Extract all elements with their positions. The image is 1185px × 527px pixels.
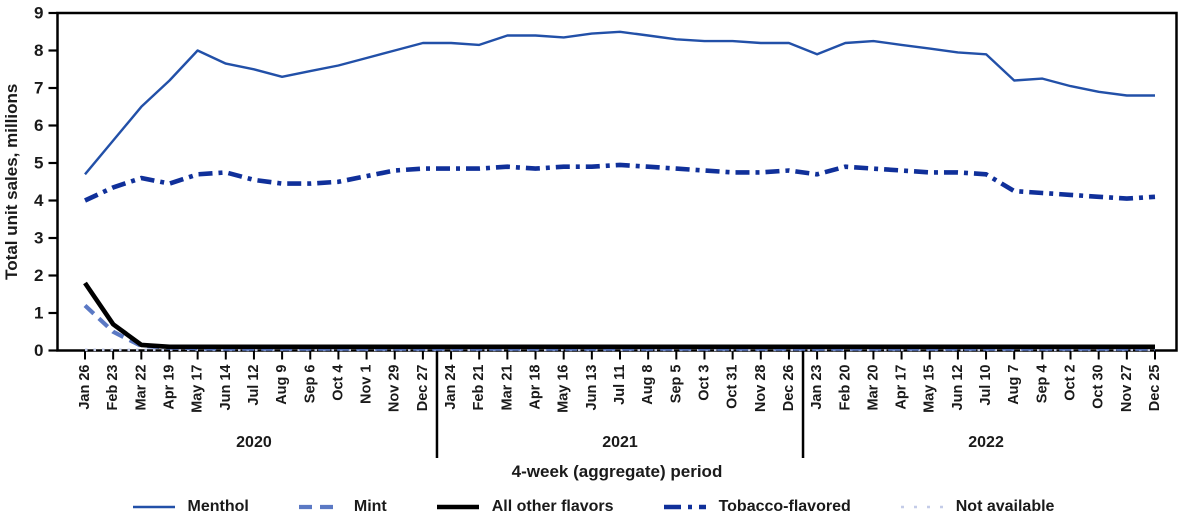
legend-label-all-other-flavors: All other flavors — [491, 498, 614, 515]
legend-item-menthol: Menthol — [131, 498, 249, 516]
legend-item-all-other-flavors: All other flavors — [435, 498, 614, 516]
series-line-menthol — [84, 30, 1155, 176]
year-label-2020: 2020 — [236, 434, 272, 451]
tobacco-flavored-line-swatch — [663, 504, 706, 510]
x-tick-label: Jun 13 — [584, 365, 600, 411]
y-tick-label: 5 — [34, 154, 43, 173]
x-tick-label: Nov 27 — [1119, 365, 1135, 413]
x-tick-label: Oct 3 — [696, 365, 712, 401]
y-axis-title: Total unit sales, millions — [2, 84, 21, 280]
x-tick-label: Dec 26 — [781, 365, 797, 412]
x-tick-label: Feb 23 — [105, 365, 121, 411]
menthol-line-swatch — [132, 505, 175, 509]
year-label-2022: 2022 — [968, 434, 1004, 451]
legend-label-not-available: Not available — [955, 498, 1055, 515]
x-tick-label: Feb 20 — [837, 365, 853, 411]
plot-frame — [56, 11, 1178, 352]
x-tick-label: Dec 27 — [415, 365, 431, 412]
all-other-flavors-line-swatch — [436, 504, 479, 510]
x-tick-label: Sep 6 — [302, 365, 318, 404]
legend-label-mint: Mint — [353, 498, 387, 515]
x-tick-label: Feb 21 — [471, 365, 487, 411]
x-tick-label: Jun 12 — [950, 365, 966, 411]
x-tick-label: Aug 8 — [640, 365, 656, 405]
legend-label-menthol: Menthol — [187, 498, 249, 515]
chart-canvas: 0 1 2 3 4 5 6 7 8 9 Jan 26 Feb 23 Mar 22 Apr 19 May 17… — [2, 4, 1178, 481]
y-tick-label: 1 — [34, 304, 43, 323]
x-tick-label: Jan 24 — [443, 365, 459, 410]
y-tick-label: 9 — [34, 4, 43, 23]
x-tick-label: Aug 9 — [274, 365, 290, 405]
x-tick-label: May 16 — [556, 365, 572, 413]
legend-label-tobacco-flavored: Tobacco-flavored — [718, 498, 851, 515]
series-line-tobacco-flavored — [84, 162, 1156, 203]
y-tick-label: 4 — [34, 191, 44, 210]
y-tick-label: 8 — [34, 41, 43, 60]
chart-legend: Menthol Mint All other flavors Tobacco-f… — [0, 487, 1185, 527]
not-available-line-swatch — [900, 505, 943, 509]
x-tick-label: Jul 10 — [978, 365, 994, 406]
x-tick-label: Mar 22 — [133, 365, 149, 411]
x-tick-label: Dec 25 — [1147, 365, 1163, 412]
y-tick-label: 0 — [34, 341, 43, 360]
y-tick-label: 2 — [34, 266, 43, 285]
x-tick-label: Jul 12 — [246, 365, 262, 406]
x-tick-label: Oct 31 — [725, 365, 741, 409]
x-tick-label: Jan 26 — [77, 365, 93, 410]
mint-line-swatch — [298, 504, 341, 510]
x-tick-label: Nov 1 — [359, 365, 375, 405]
y-tick-label: 6 — [34, 116, 43, 135]
legend-item-mint: Mint — [297, 498, 387, 516]
x-tick-label: May 15 — [922, 365, 938, 413]
x-tick-label: Oct 4 — [330, 365, 346, 401]
x-tick-label: May 17 — [190, 365, 206, 413]
year-label-2021: 2021 — [602, 434, 638, 451]
series-line-all-other-flavors — [83, 281, 1155, 350]
legend-item-not-available: Not available — [899, 498, 1055, 516]
x-tick-label: Jun 14 — [218, 365, 234, 411]
x-tick-label: Apr 18 — [528, 365, 544, 410]
x-tick-label: Nov 29 — [387, 365, 403, 413]
x-tick-label: Apr 19 — [161, 365, 177, 410]
legend-item-tobacco-flavored: Tobacco-flavored — [662, 498, 851, 516]
x-tick-label: Mar 20 — [865, 365, 881, 411]
x-tick-label: Apr 17 — [894, 365, 910, 410]
x-tick-label: Mar 21 — [499, 365, 515, 411]
x-tick-label: Sep 5 — [668, 365, 684, 404]
y-tick-label: 7 — [34, 79, 43, 98]
x-tick-label: Oct 2 — [1063, 365, 1079, 401]
x-tick-label: Jan 23 — [809, 365, 825, 410]
x-tick-label: Sep 4 — [1034, 365, 1050, 404]
x-tick-label: Nov 28 — [753, 365, 769, 413]
x-axis-title: 4-week (aggregate) period — [512, 462, 723, 481]
x-tick-label: Aug 7 — [1006, 364, 1022, 404]
y-tick-label: 3 — [34, 229, 43, 248]
x-tick-label: Jul 11 — [612, 365, 628, 405]
x-tick-label: Oct 30 — [1091, 365, 1107, 409]
